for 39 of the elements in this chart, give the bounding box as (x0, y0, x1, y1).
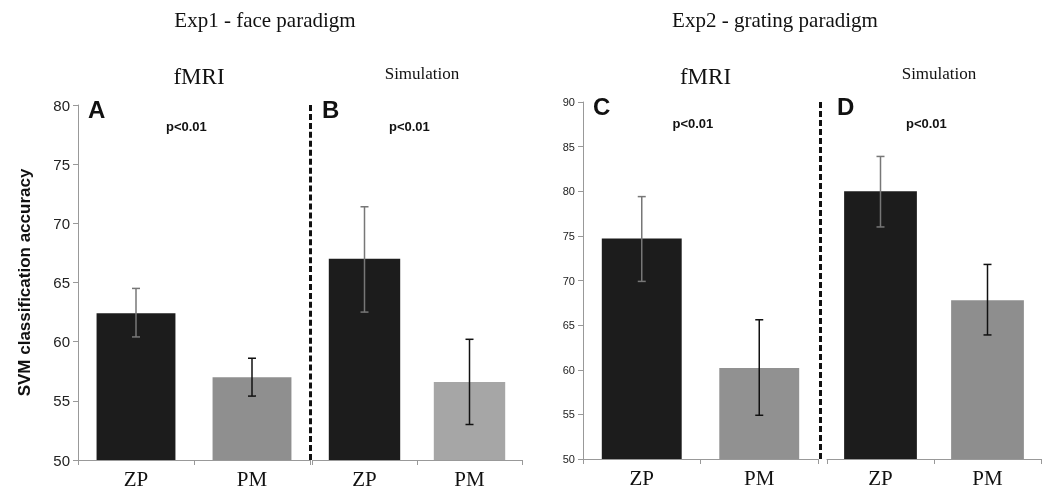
y-tick-label: 90 (562, 96, 575, 108)
y-tick-label: 55 (562, 408, 575, 421)
y-tick-label: 65 (53, 274, 70, 291)
y-tick-label: 75 (53, 155, 70, 173)
y-tick-label: 70 (53, 214, 70, 232)
annotation: p<0.01 (906, 116, 947, 131)
x-tick-label: PM (236, 466, 268, 491)
annotation: p<0.01 (389, 119, 430, 134)
chart-subtitle: Simulation (901, 64, 977, 83)
y-tick-label: 60 (562, 363, 575, 376)
annotation: C (593, 92, 611, 120)
chart-title: Exp2 - grating paradigm (672, 8, 878, 33)
y-tick-label: 80 (562, 185, 575, 198)
chart-subtitle: Simulation (384, 64, 460, 83)
x-tick-label: ZP (123, 466, 149, 491)
annotation: p<0.01 (166, 119, 207, 134)
x-tick-label: ZP (868, 465, 893, 490)
y-tick-label: 50 (562, 453, 575, 465)
y-tick-label: 80 (53, 96, 70, 114)
annotation: p<0.01 (672, 116, 714, 131)
y-tick-label: 65 (562, 319, 575, 332)
x-tick-label: PM (972, 465, 1003, 490)
annotation: A (88, 95, 106, 123)
chart-subtitle: fMRI (173, 64, 225, 89)
y-tick-label: 55 (53, 392, 70, 410)
y-tick-label: 85 (562, 140, 575, 153)
chart-title: Exp1 - face paradigm (174, 8, 356, 33)
annotation: D (837, 92, 855, 120)
y-tick-label: 70 (562, 274, 575, 287)
y-tick-label: 60 (53, 333, 70, 351)
y-tick-label: 50 (53, 451, 70, 469)
x-tick-label: ZP (629, 465, 655, 490)
y-axis-title: SVM classification accuracy (15, 168, 34, 397)
x-tick-label: PM (454, 466, 485, 491)
annotation: B (322, 95, 340, 123)
y-tick-label: 75 (562, 229, 575, 242)
x-tick-label: ZP (352, 466, 377, 491)
x-tick-label: PM (744, 465, 775, 490)
chart-subtitle: fMRI (679, 64, 732, 89)
